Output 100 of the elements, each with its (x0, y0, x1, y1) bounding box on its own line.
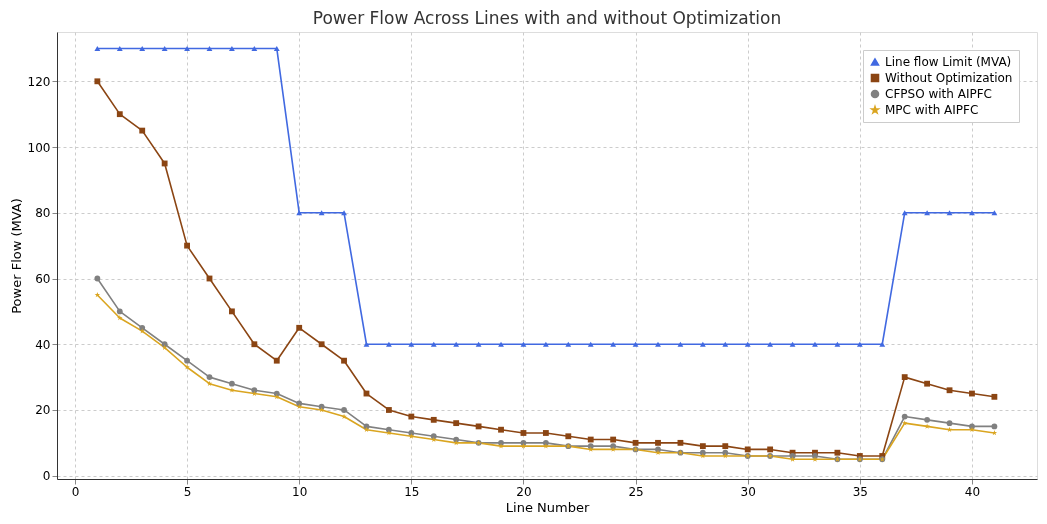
point (722, 443, 729, 450)
point (206, 45, 213, 51)
point (901, 374, 908, 381)
point (94, 78, 101, 85)
point (430, 341, 437, 347)
y-tick-label: 100 (27, 140, 51, 155)
x-axis-title: Line Number (505, 499, 590, 515)
point (296, 324, 303, 331)
point (341, 407, 347, 413)
point (498, 426, 504, 433)
point (453, 341, 460, 347)
point (946, 420, 953, 427)
x-tick-label: 25 (628, 484, 644, 499)
point (834, 449, 841, 456)
point (229, 308, 235, 315)
point (475, 423, 482, 430)
point (677, 341, 684, 347)
point (229, 380, 235, 387)
point (924, 416, 931, 423)
point (812, 341, 818, 347)
point (475, 341, 482, 347)
point (251, 45, 258, 51)
point (991, 430, 998, 436)
point (856, 341, 863, 347)
x-tick-label: 15 (404, 484, 420, 499)
point (542, 430, 549, 436)
point (139, 45, 146, 51)
point (139, 127, 146, 134)
point (699, 341, 706, 347)
point (520, 341, 527, 347)
point (385, 341, 392, 347)
point (632, 341, 639, 347)
legend-label: MPC with AIPFC (885, 103, 979, 117)
point (229, 45, 235, 51)
point (251, 341, 258, 348)
legend-label: Without Optimization (885, 71, 1013, 85)
legend-label: Line flow Limit (MVA) (885, 55, 1012, 69)
point (587, 341, 594, 347)
point (385, 407, 392, 413)
point (699, 443, 706, 450)
x-tick-label: 35 (852, 484, 868, 499)
point (991, 423, 998, 430)
point (924, 380, 931, 387)
point (991, 393, 998, 400)
point (184, 364, 190, 370)
point (901, 413, 908, 420)
x-tick-label: 10 (292, 484, 308, 499)
point (610, 341, 617, 347)
point (116, 308, 123, 315)
x-tick-label: 5 (183, 484, 192, 499)
point (139, 328, 145, 334)
point (946, 426, 953, 433)
x-tick-label: 0 (71, 484, 80, 499)
point (498, 341, 504, 347)
point (498, 439, 504, 446)
point (94, 292, 101, 298)
point (722, 453, 729, 459)
y-tick-label: 80 (35, 206, 51, 221)
point (789, 341, 796, 347)
point (161, 45, 168, 51)
point (655, 341, 661, 347)
point (565, 433, 572, 440)
x-tick-label: 40 (964, 484, 981, 499)
y-tick-label: 60 (35, 272, 51, 287)
point (722, 341, 729, 347)
point (386, 430, 392, 436)
point (520, 443, 527, 449)
x-tick-label: 20 (516, 484, 532, 499)
point (901, 420, 908, 426)
point (184, 357, 190, 364)
point (318, 341, 325, 348)
point (206, 374, 213, 381)
point (117, 315, 123, 321)
point (879, 341, 886, 347)
point (94, 275, 101, 282)
point (542, 341, 549, 347)
point (341, 357, 347, 364)
point (229, 387, 235, 393)
point (184, 45, 190, 51)
point (565, 341, 572, 347)
point (655, 439, 661, 446)
y-axis-title: Power Flow (MVA) (8, 198, 24, 314)
point (273, 357, 280, 364)
point (408, 341, 415, 347)
point (834, 341, 841, 347)
point (273, 45, 280, 51)
point (924, 423, 930, 429)
point (116, 45, 123, 51)
y-tick-label: 20 (35, 403, 51, 418)
point (744, 341, 751, 347)
point (543, 443, 549, 449)
point (116, 111, 123, 118)
point (767, 341, 774, 347)
point (430, 416, 437, 423)
point (94, 45, 101, 51)
point (700, 453, 706, 459)
point (341, 413, 347, 419)
chart-title: Power Flow Across Lines with and without Optimization (312, 8, 782, 28)
point (206, 380, 213, 387)
legend-label: CFPSO with AIPFC (885, 87, 992, 101)
